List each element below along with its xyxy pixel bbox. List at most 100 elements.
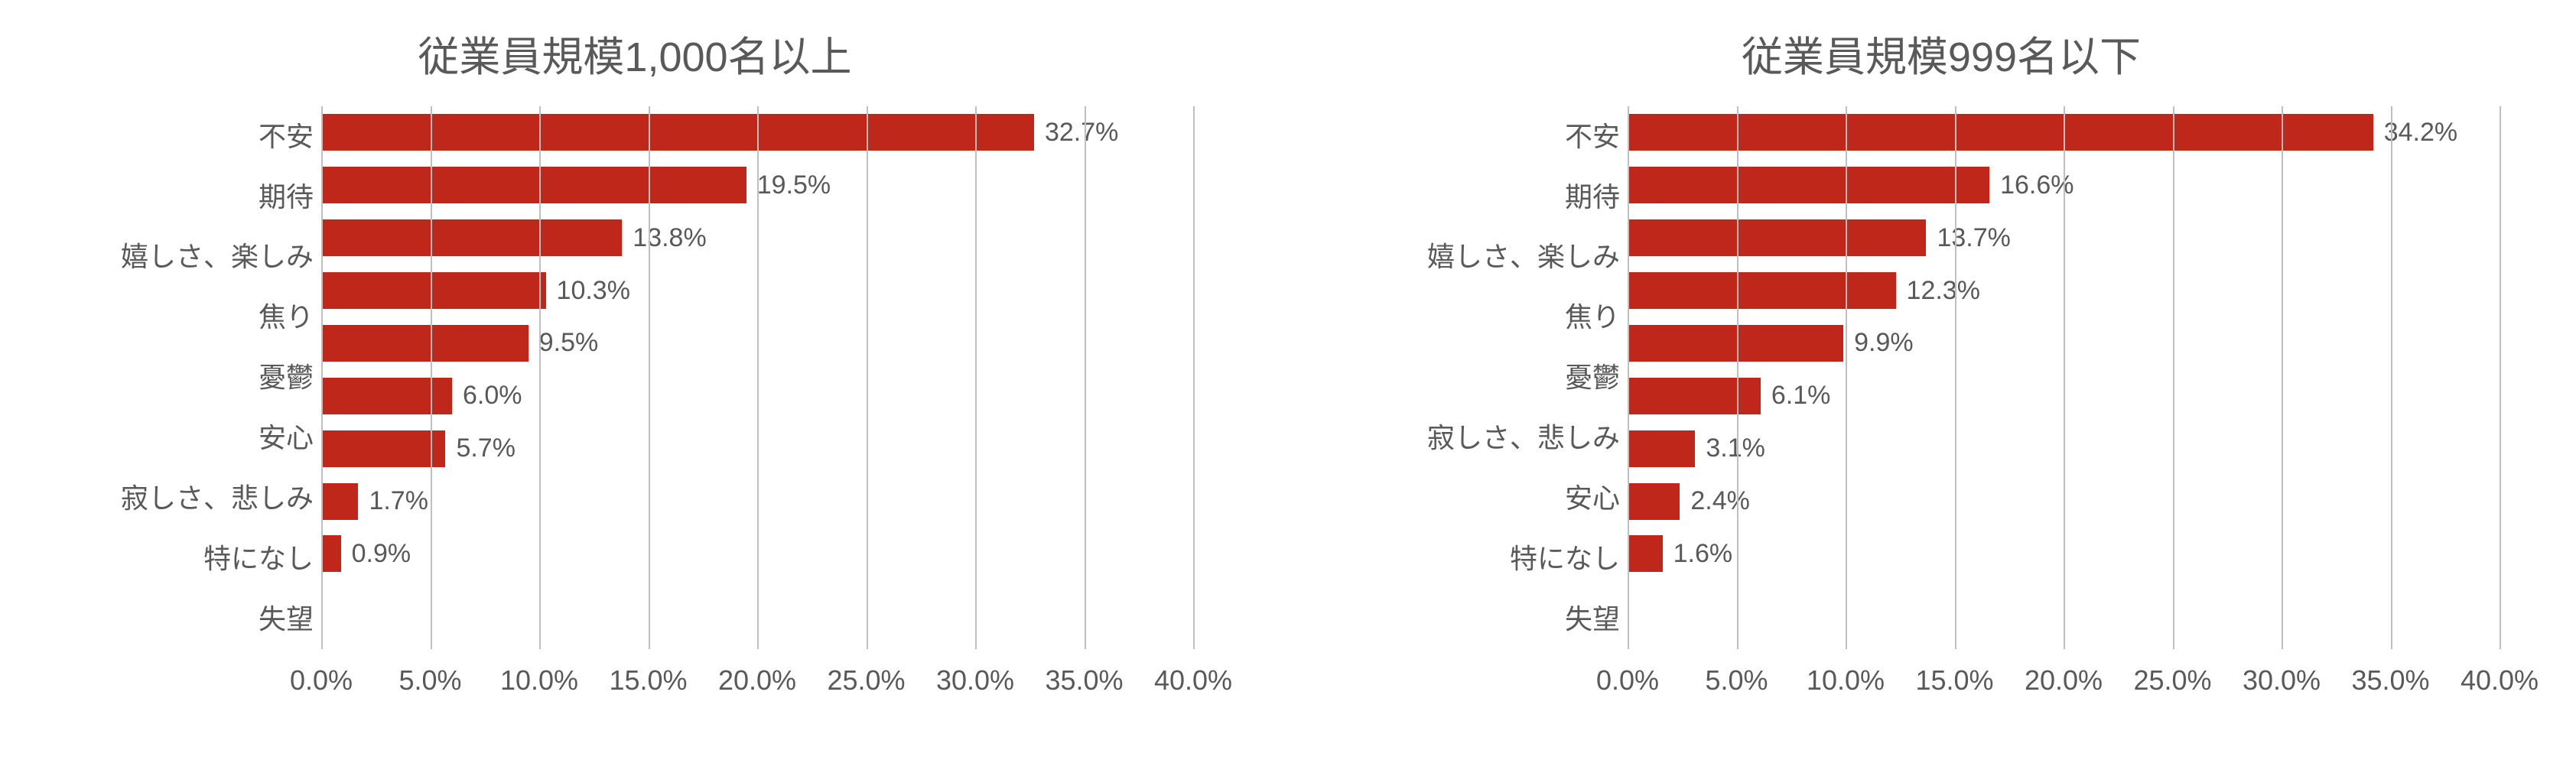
x-tick-label: 20.0%: [718, 664, 796, 697]
x-tick-label: 30.0%: [2243, 664, 2321, 697]
y-category-labels-999minus: 不安期待嬉しさ、楽しみ焦り憂鬱寂しさ、悲しみ安心特になし失望: [1352, 106, 1620, 649]
gridline: [649, 106, 650, 649]
category-label: 不安: [1352, 122, 1620, 152]
page-root: 従業員規模1,000名以上 不安期待嬉しさ、楽しみ焦り憂鬱安心寂しさ、悲しみ特に…: [0, 0, 2576, 760]
gridline: [2391, 106, 2392, 649]
gridline: [2282, 106, 2283, 649]
bar: [1628, 167, 1989, 203]
chart-title-999minus: 従業員規模999名以下: [1742, 23, 2141, 83]
category-label: 安心: [1352, 483, 1620, 514]
gridline: [2500, 106, 2501, 649]
x-tick-label: 20.0%: [2025, 664, 2103, 697]
bar: [321, 325, 529, 362]
category-label: 寂しさ、悲しみ: [1352, 423, 1620, 453]
bar: [1628, 114, 2373, 151]
y-category-labels-1000plus: 不安期待嬉しさ、楽しみ焦り憂鬱安心寂しさ、悲しみ特になし失望: [46, 106, 314, 649]
bar: [321, 535, 341, 572]
x-tick-label: 5.0%: [398, 664, 461, 697]
category-label: 憂鬱: [1352, 362, 1620, 393]
bar: [1628, 272, 1896, 309]
gridline: [1628, 106, 1629, 649]
chart-panel-1000plus: 従業員規模1,000名以上 不安期待嬉しさ、楽しみ焦り憂鬱安心寂しさ、悲しみ特に…: [31, 15, 1239, 745]
x-tick-label: 40.0%: [2461, 664, 2539, 697]
bar-value-label: 12.3%: [1907, 276, 1980, 306]
gridline: [1193, 106, 1195, 649]
x-tick-label: 5.0%: [1705, 664, 1768, 697]
gridline: [431, 106, 432, 649]
x-tick-label: 40.0%: [1154, 664, 1232, 697]
gridline: [1085, 106, 1086, 649]
bar: [1628, 378, 1761, 414]
bar-value-label: 9.9%: [1854, 328, 1914, 358]
bar: [1628, 483, 1680, 520]
x-tick-label: 35.0%: [1045, 664, 1123, 697]
gridline: [321, 106, 323, 649]
category-label: 特になし: [1352, 544, 1620, 574]
bar-value-label: 32.7%: [1045, 118, 1118, 148]
bar-value-label: 3.1%: [1706, 434, 1765, 463]
x-tick-label: 0.0%: [290, 664, 353, 697]
gridline: [867, 106, 868, 649]
bar-value-label: 1.6%: [1673, 539, 1733, 569]
x-tick-label: 15.0%: [1915, 664, 1993, 697]
bar: [321, 114, 1034, 151]
chart-panel-999minus: 従業員規模999名以下 不安期待嬉しさ、楽しみ焦り憂鬱寂しさ、悲しみ安心特になし…: [1337, 15, 2545, 745]
category-label: 期待: [46, 182, 314, 213]
bar-value-label: 1.7%: [369, 486, 428, 516]
bar-value-label: 13.7%: [1937, 223, 2010, 253]
plot-area-999minus: 34.2%16.6%13.7%12.3%9.9%6.1%3.1%2.4%1.6%: [1628, 106, 2500, 649]
category-label: 不安: [46, 122, 314, 152]
gridline: [2064, 106, 2065, 649]
bar-value-label: 13.8%: [633, 223, 706, 253]
category-label: 嬉しさ、楽しみ: [1352, 242, 1620, 272]
bar: [1628, 219, 1926, 256]
bar: [321, 272, 546, 309]
chart-body-999minus: 不安期待嬉しさ、楽しみ焦り憂鬱寂しさ、悲しみ安心特になし失望 34.2%16.6…: [1352, 106, 2530, 718]
x-tick-label: 15.0%: [609, 664, 687, 697]
x-tick-label: 10.0%: [500, 664, 578, 697]
category-label: 安心: [46, 423, 314, 453]
x-tick-labels-999minus: 0.0%5.0%10.0%15.0%20.0%25.0%30.0%35.0%40…: [1628, 657, 2500, 718]
bar: [1628, 430, 1695, 467]
bar: [321, 167, 746, 203]
bar: [321, 430, 445, 467]
gridline: [975, 106, 977, 649]
x-tick-label: 0.0%: [1596, 664, 1659, 697]
chart-body-1000plus: 不安期待嬉しさ、楽しみ焦り憂鬱安心寂しさ、悲しみ特になし失望 32.7% 19.5…: [46, 106, 1224, 718]
x-tick-label: 25.0%: [827, 664, 905, 697]
x-tick-label: 10.0%: [1807, 664, 1885, 697]
bar: [321, 378, 452, 414]
category-label: 焦り: [1352, 302, 1620, 333]
bar-value-label: 34.2%: [2384, 118, 2457, 148]
category-label: 嬉しさ、楽しみ: [46, 242, 314, 272]
category-label: 失望: [46, 604, 314, 635]
category-label: 憂鬱: [46, 362, 314, 393]
category-label: 期待: [1352, 182, 1620, 213]
x-tick-labels-1000plus: 0.0%5.0%10.0%15.0%20.0%25.0%30.0%35.0%40…: [321, 657, 1193, 718]
bar-value-label: 6.0%: [463, 381, 522, 411]
category-label: 焦り: [46, 302, 314, 333]
bar-value-label: 0.9%: [352, 539, 411, 569]
bar: [1628, 535, 1663, 572]
gridline: [1955, 106, 1956, 649]
gridline: [1846, 106, 1847, 649]
bar: [321, 219, 622, 256]
x-tick-label: 25.0%: [2133, 664, 2211, 697]
plot-area-1000plus: 32.7% 19.5% 13.8%10.3% 9.5% 6.0% 5.7% 1.7% 0.9%: [321, 106, 1193, 649]
chart-title-1000plus: 従業員規模1,000名以上: [418, 23, 851, 83]
category-label: 寂しさ、悲しみ: [46, 483, 314, 514]
bar-value-label: 6.1%: [1771, 381, 1831, 411]
bar-value-label: 19.5%: [757, 171, 831, 200]
gridline: [539, 106, 541, 649]
bar: [1628, 325, 1843, 362]
gridline: [2173, 106, 2174, 649]
bar-value-label: 5.7%: [456, 434, 516, 463]
bar-value-label: 10.3%: [557, 276, 630, 306]
gridline: [757, 106, 759, 649]
category-label: 特になし: [46, 544, 314, 574]
bar: [321, 483, 358, 520]
bar-value-label: 2.4%: [1690, 486, 1750, 516]
bar-value-label: 9.5%: [539, 328, 599, 358]
gridline: [1737, 106, 1738, 649]
x-tick-label: 35.0%: [2351, 664, 2429, 697]
